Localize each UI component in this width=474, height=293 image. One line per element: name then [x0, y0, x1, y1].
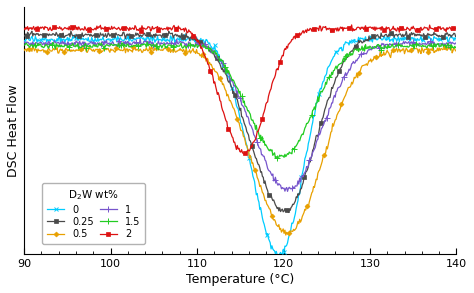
2 — [229, 135, 235, 139]
0 — [182, 33, 187, 36]
0.25 — [285, 211, 291, 214]
0 — [445, 40, 451, 43]
0.5 — [255, 178, 261, 181]
0.25 — [256, 163, 262, 167]
2 — [349, 23, 355, 27]
0 — [377, 36, 383, 39]
Line: 1.5: 1.5 — [21, 39, 460, 161]
0 — [454, 39, 459, 43]
1 — [377, 45, 383, 48]
1 — [137, 37, 143, 41]
2 — [227, 128, 232, 131]
1.5 — [445, 42, 451, 45]
0.25 — [21, 34, 27, 37]
0.25 — [230, 92, 236, 95]
0.5 — [454, 48, 459, 52]
1 — [256, 146, 262, 149]
1 — [445, 44, 451, 47]
2 — [445, 27, 451, 31]
2 — [454, 26, 459, 29]
1.5 — [280, 154, 286, 158]
Line: 1: 1 — [21, 36, 460, 195]
1.5 — [274, 156, 280, 160]
1.5 — [377, 44, 383, 47]
0.5 — [279, 230, 284, 234]
0.5 — [283, 233, 289, 237]
1.5 — [256, 133, 262, 137]
2 — [241, 152, 247, 156]
0.25 — [454, 35, 459, 38]
1.5 — [228, 74, 233, 77]
0.5 — [229, 103, 235, 106]
0.25 — [377, 37, 383, 40]
0.25 — [445, 32, 451, 36]
0.5 — [444, 49, 450, 52]
X-axis label: Temperature (°C): Temperature (°C) — [186, 273, 294, 286]
1 — [280, 186, 285, 189]
Line: 0: 0 — [22, 32, 459, 258]
1 — [230, 81, 236, 84]
0 — [280, 248, 286, 251]
1 — [285, 190, 291, 193]
2 — [256, 127, 262, 131]
2 — [377, 25, 383, 29]
0 — [276, 254, 282, 257]
0 — [228, 82, 233, 85]
1 — [21, 40, 27, 43]
0 — [21, 39, 27, 42]
0.5 — [227, 99, 232, 103]
0.5 — [448, 44, 454, 48]
1.5 — [144, 40, 150, 44]
0.25 — [228, 82, 233, 86]
0.25 — [280, 207, 285, 211]
0.5 — [21, 49, 27, 52]
0 — [256, 200, 262, 204]
1 — [454, 41, 459, 44]
2 — [280, 54, 285, 57]
2 — [21, 27, 27, 30]
0 — [230, 87, 236, 91]
1.5 — [230, 78, 236, 81]
1.5 — [454, 46, 459, 50]
Line: 2: 2 — [22, 23, 458, 156]
1.5 — [21, 43, 27, 47]
1 — [228, 80, 233, 84]
0.5 — [376, 54, 382, 58]
Line: 0.25: 0.25 — [22, 29, 458, 214]
0.25 — [68, 29, 74, 33]
Y-axis label: DSC Heat Flow: DSC Heat Flow — [7, 84, 20, 177]
Legend: 0, 0.25, 0.5, 1, 1.5, 2: 0, 0.25, 0.5, 1, 1.5, 2 — [42, 183, 145, 244]
Line: 0.5: 0.5 — [22, 44, 458, 237]
